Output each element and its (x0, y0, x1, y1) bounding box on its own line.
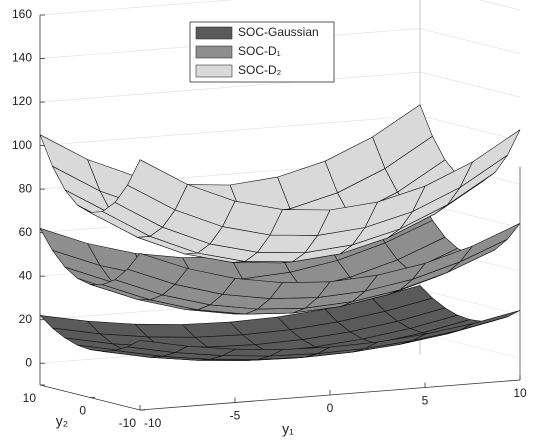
grid-line (39, 0, 521, 16)
z-tick-label: 160 (12, 7, 32, 21)
surface-patch (127, 253, 188, 285)
surface-patch (459, 223, 521, 263)
y-tick-label: 0 (79, 404, 86, 418)
y-axis-label: y₂ (56, 413, 68, 429)
x-tick-label: -10 (144, 416, 162, 430)
legend: SOC-Gaussian SOC-D₁ SOC-D₂ (189, 21, 335, 83)
z-tick-label: 120 (12, 94, 32, 108)
z-tick-label: 100 (12, 138, 32, 152)
z-tick-label: 60 (19, 225, 33, 239)
grid-line (39, 115, 521, 146)
legend-swatch (195, 45, 233, 59)
surface-patch (459, 129, 521, 188)
y-tick-label: 10 (23, 391, 37, 405)
z-tick-label: 20 (19, 312, 33, 326)
surface-patch (127, 340, 188, 353)
x-tick-label: 0 (327, 401, 334, 415)
legend-swatch (195, 64, 233, 78)
legend-swatch (195, 26, 233, 40)
z-tick-label: 0 (25, 355, 32, 369)
legend-label: SOC-Gaussian (238, 25, 319, 39)
x-tick-label: 5 (422, 394, 429, 408)
x-tick-label: -5 (230, 409, 241, 423)
x-axis-label: y₁ (282, 421, 294, 437)
legend-label: SOC-D₁ (238, 44, 281, 58)
x-tick-label: 10 (513, 386, 527, 400)
z-tick-label: 40 (19, 268, 33, 282)
y-tick-label: -10 (119, 416, 137, 430)
z-tick-label: 140 (12, 51, 32, 65)
legend-label: SOC-D₂ (238, 63, 282, 77)
z-tick-label: 80 (19, 181, 33, 195)
surface-patch (127, 159, 188, 211)
